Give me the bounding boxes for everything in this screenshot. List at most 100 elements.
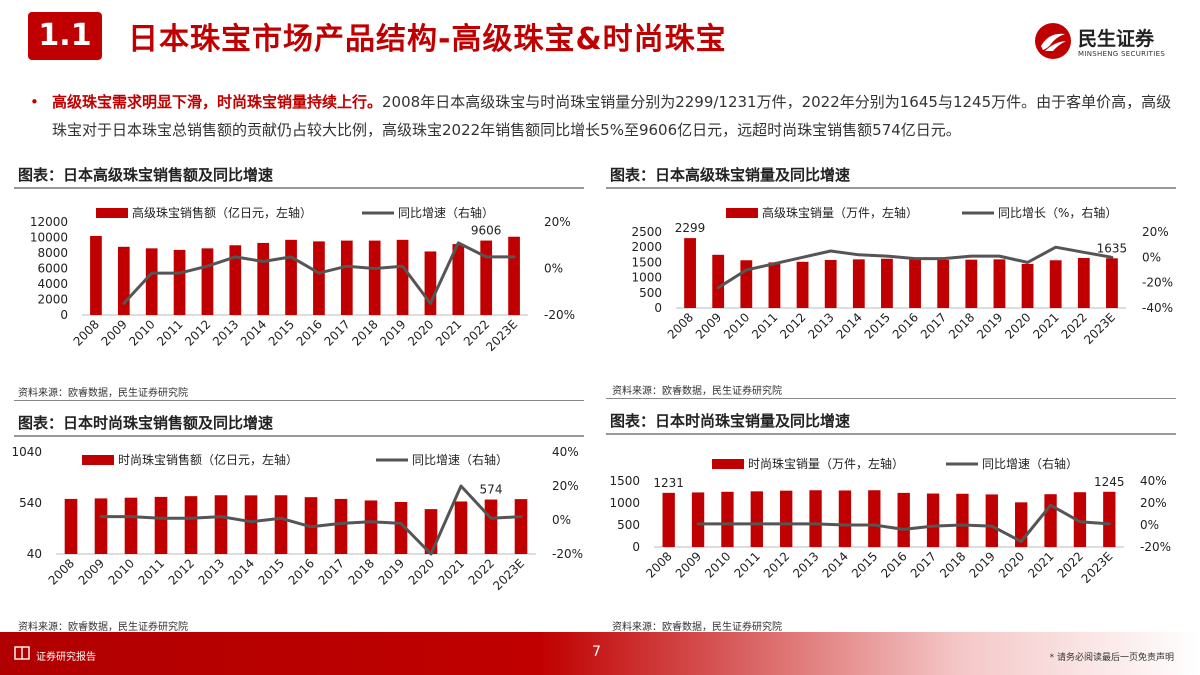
x-tick-2-2011: 2011 (136, 556, 167, 587)
bar-2-2009 (94, 498, 108, 554)
bar-3-2019 (985, 494, 998, 547)
x-tick-2-2013: 2013 (196, 556, 227, 587)
x-tick-0-2008: 2008 (71, 317, 102, 348)
legend-bar-label-1: 高级珠宝销量（万件，左轴） (762, 205, 918, 220)
growth-line-3 (696, 503, 1111, 543)
legend-bar-swatch-1 (726, 208, 758, 218)
legend-bar-swatch-3 (712, 459, 744, 469)
chart-source-2: 资料来源：欧睿数据，民生证券研究院 (612, 386, 782, 397)
bar-1-2014 (852, 259, 865, 308)
x-tick-1-2011: 2011 (749, 310, 780, 341)
left-axis-tick-0: 12000 (30, 215, 68, 229)
data-label-0-2022: 9606 (471, 224, 502, 238)
bar-2-2008 (64, 498, 78, 554)
x-tick-1-2019: 2019 (974, 310, 1005, 341)
growth-line-2 (99, 484, 523, 556)
x-tick-2-2015: 2015 (256, 556, 287, 587)
bullet: • (30, 93, 39, 111)
x-tick-2-2017: 2017 (316, 556, 347, 587)
x-tick-2-2020: 2020 (406, 556, 437, 587)
left-axis-tick-0: 4000 (37, 277, 68, 291)
bar-0-2011 (173, 249, 186, 315)
right-axis-tick-0: 0% (544, 262, 563, 276)
x-tick-0-2019: 2019 (377, 317, 408, 348)
bar-1-2011 (768, 262, 781, 308)
book-icon (14, 646, 30, 660)
x-tick-3-2012: 2012 (761, 549, 792, 580)
bar-0-2008 (90, 235, 102, 315)
bar-0-2019 (396, 239, 409, 315)
bar-2-2012 (184, 496, 198, 554)
bar-0-2009 (117, 246, 130, 315)
data-label-1-2023E: 1635 (1097, 241, 1128, 255)
left-axis-tick-0: 2000 (37, 293, 68, 307)
x-tick-1-2021: 2021 (1030, 310, 1061, 341)
chart-title-1: 图表：日本高级珠宝销售额及同比增速 (18, 166, 274, 184)
x-tick-3-2017: 2017 (908, 549, 939, 580)
x-tick-3-2008: 2008 (643, 549, 674, 580)
right-axis-tick-0: 20% (544, 215, 571, 229)
legend-bar-label-2: 时尚珠宝销售额（亿日元，左轴） (118, 452, 298, 467)
x-tick-1-2017: 2017 (918, 310, 949, 341)
x-tick-2-2021: 2021 (436, 556, 467, 587)
bar-2-2017 (334, 498, 348, 554)
bar-0-2023E (508, 236, 520, 315)
x-tick-0-2018: 2018 (349, 317, 380, 348)
right-axis-tick-3: 20% (1140, 496, 1167, 510)
x-tick-1-2014: 2014 (833, 310, 864, 341)
chart-title-rule-1 (14, 187, 584, 189)
right-axis-tick-1: 20% (1142, 225, 1169, 239)
x-tick-2-2009: 2009 (76, 556, 107, 587)
x-tick-3-2013: 2013 (790, 549, 821, 580)
section-number-badge: 1.1 (28, 12, 102, 60)
bar-1-2019 (993, 259, 1006, 308)
charts-canvas: 020004000600080001000012000-20%0%20%9606… (11, 205, 1173, 593)
footer-bar (0, 632, 1200, 675)
left-axis-tick-0: 8000 (37, 246, 68, 260)
right-axis-tick-1: -20% (1142, 276, 1173, 290)
legend-line-label-3: 同比增速（右轴） (982, 456, 1078, 471)
left-axis-tick-2: 1040 (11, 445, 42, 459)
page-number: 7 (592, 644, 601, 660)
x-tick-0-2021: 2021 (433, 317, 464, 348)
x-tick-1-2008: 2008 (665, 310, 696, 341)
bar-3-2015 (868, 490, 881, 547)
left-axis-tick-1: 1000 (631, 271, 662, 285)
x-tick-0-2013: 2013 (210, 317, 241, 348)
x-tick-1-2023E: 2023E (1081, 310, 1118, 347)
chart-title-3: 图表：日本时尚珠宝销售额及同比增速 (18, 414, 274, 432)
legend-line-label-2: 同比增速（右轴） (412, 452, 508, 467)
bar-3-2008 (662, 492, 675, 547)
bar-0-2022 (480, 240, 493, 315)
data-label-3-2023E: 1245 (1094, 475, 1125, 489)
x-tick-3-2020: 2020 (996, 549, 1027, 580)
bar-2-2014 (244, 495, 258, 554)
x-tick-0-2009: 2009 (98, 317, 129, 348)
bar-3-2010 (721, 491, 734, 547)
right-axis-tick-2: 0% (552, 513, 571, 527)
x-tick-1-2010: 2010 (721, 310, 752, 341)
brand-name-en: MINSHENG SECURITIES (1078, 50, 1166, 58)
x-tick-3-2010: 2010 (702, 549, 733, 580)
x-tick-2-2016: 2016 (286, 556, 317, 587)
bar-1-2022 (1077, 257, 1090, 308)
footer-label: 证券研究报告 (36, 652, 96, 663)
bar-1-2010 (740, 260, 753, 308)
bar-0-2017 (340, 240, 353, 315)
left-axis-tick-1: 2000 (631, 240, 662, 254)
right-axis-tick-2: 40% (552, 445, 579, 459)
bar-1-2017 (937, 259, 950, 308)
bar-3-2014 (838, 490, 852, 547)
left-axis-tick-1: 1500 (631, 255, 662, 269)
x-tick-1-2012: 2012 (777, 310, 808, 341)
bar-2-2021 (454, 501, 468, 554)
x-tick-2-2014: 2014 (226, 556, 257, 587)
bar-3-2016 (897, 492, 910, 547)
x-tick-0-2015: 2015 (266, 317, 297, 348)
chart-bottom-rule-2 (606, 398, 1176, 399)
right-axis-tick-0: -20% (544, 308, 575, 322)
x-tick-0-2020: 2020 (405, 317, 436, 348)
x-tick-3-2016: 2016 (878, 549, 909, 580)
x-tick-2-2023E: 2023E (490, 556, 527, 593)
x-tick-1-2020: 2020 (1002, 310, 1033, 341)
